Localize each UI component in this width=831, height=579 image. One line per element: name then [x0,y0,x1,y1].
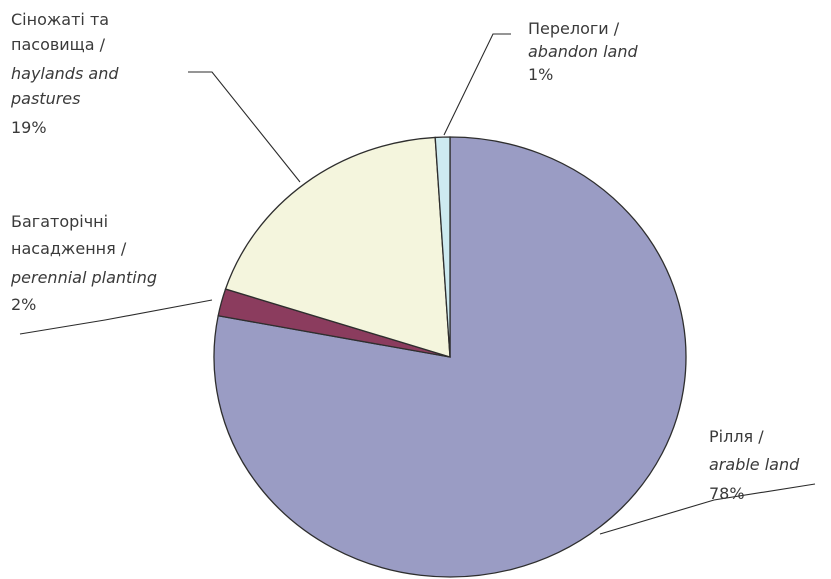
label-arable-pct: 78% [709,484,745,503]
label-haylands-en-line2: pastures [10,89,80,108]
pie-slice-abandon [434,136,451,358]
label-haylands: Сіножаті та пасовища / haylands and past… [10,10,119,137]
label-perennial-uk-line1: Багаторічні [11,212,108,231]
label-abandon: Перелоги / abandon land 1% [528,19,638,84]
leader-line-arable [599,483,816,535]
leader-line-abandon [443,33,511,136]
leader-line-haylands [188,71,301,183]
pie-slice-haylands [224,136,451,358]
label-abandon-pct: 1% [528,65,553,84]
label-arable-en: arable land [709,455,800,474]
label-arable: Рілля / arable land 78% [709,427,800,503]
leader-lines [19,33,816,535]
label-perennial-en: perennial planting [10,268,157,287]
label-arable-uk: Рілля / [709,427,764,446]
label-haylands-uk-line1: Сіножаті та [11,10,109,29]
label-haylands-pct: 19% [11,118,47,137]
leader-line-perennial [19,299,213,335]
pie-slices [213,136,687,578]
label-perennial-uk-line2: насадження / [11,239,127,258]
label-abandon-en: abandon land [528,42,638,61]
label-abandon-uk: Перелоги / [528,19,620,38]
label-haylands-uk-line2: пасовища / [11,35,106,54]
label-perennial: Багаторічні насадження / perennial plant… [10,212,157,314]
label-haylands-en-line1: haylands and [11,64,119,83]
label-perennial-pct: 2% [11,295,36,314]
